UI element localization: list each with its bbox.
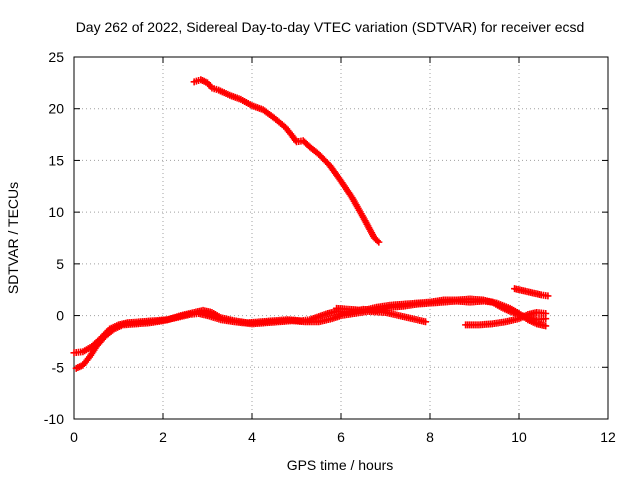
y-tick-label: -5 xyxy=(52,359,65,375)
data-point-marker xyxy=(422,318,430,326)
x-tick-label: 10 xyxy=(511,429,527,445)
series-track-low-e xyxy=(511,285,552,300)
x-tick-label: 4 xyxy=(248,429,256,445)
y-tick-label: 25 xyxy=(48,49,64,65)
data-point-marker xyxy=(375,238,383,246)
axis-ticks: 0 2 4 6 8 10 12 -10 -5 0 5 10 15 20 25 xyxy=(44,49,616,445)
grid-lines xyxy=(74,57,608,419)
data-point-marker xyxy=(373,237,381,245)
x-tick-label: 2 xyxy=(159,429,167,445)
y-axis-label: SDTVAR / TECUs xyxy=(5,182,21,294)
y-tick-label: 20 xyxy=(48,101,64,117)
series-track-low-b xyxy=(72,307,430,372)
y-tick-label: 5 xyxy=(56,256,64,272)
y-tick-label: 0 xyxy=(56,308,64,324)
y-tick-label: 15 xyxy=(48,152,64,168)
data-point-marker xyxy=(542,310,550,318)
chart-title: Day 262 of 2022, Sidereal Day-to-day VTE… xyxy=(76,19,585,35)
x-axis-label: GPS time / hours xyxy=(287,457,394,473)
y-tick-label: -10 xyxy=(44,411,64,427)
x-tick-label: 8 xyxy=(426,429,434,445)
series-track-low-c xyxy=(333,295,550,330)
series-layer xyxy=(70,76,552,372)
data-point-marker xyxy=(544,292,552,300)
data-point-marker xyxy=(542,322,550,330)
x-tick-label: 6 xyxy=(337,429,345,445)
x-tick-label: 12 xyxy=(600,429,616,445)
y-tick-label: 10 xyxy=(48,204,64,220)
series-track-low-d xyxy=(462,308,550,329)
series-track-high xyxy=(190,76,383,246)
x-tick-label: 0 xyxy=(70,429,78,445)
